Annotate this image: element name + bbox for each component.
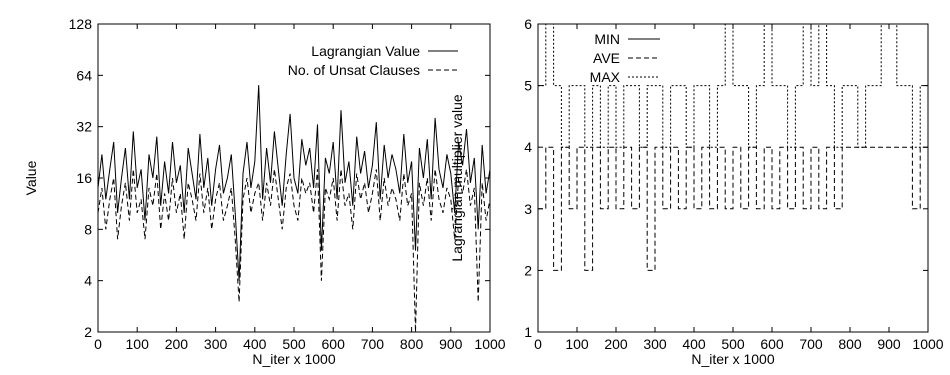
y-tick-label: 1 — [524, 324, 532, 340]
series-line-lagrangian-value — [97, 85, 491, 281]
x-tick-label: 500 — [721, 336, 745, 352]
x-tick-label: 100 — [126, 336, 150, 352]
series-line-max — [538, 23, 928, 148]
x-tick-label: 200 — [165, 336, 189, 352]
x-tick-label: 400 — [682, 336, 706, 352]
y-tick-label: 16 — [76, 170, 92, 186]
x-tick-label: 0 — [534, 336, 542, 352]
y-tick-label: 8 — [84, 221, 92, 237]
legend-label: No. of Unsat Clauses — [288, 62, 420, 78]
x-tick-label: 700 — [799, 336, 823, 352]
y-tick-label: 4 — [84, 273, 92, 289]
x-tick-label: 300 — [643, 336, 667, 352]
legend-label: MIN — [594, 31, 620, 47]
legend-label: MAX — [590, 69, 621, 85]
x-tick-label: 900 — [877, 336, 901, 352]
x-tick-label: 500 — [282, 336, 306, 352]
x-tick-label: 900 — [439, 336, 463, 352]
x-tick-label: 100 — [565, 336, 589, 352]
x-tick-label: 300 — [204, 336, 228, 352]
x-tick-label: 1000 — [474, 336, 505, 352]
series-line-no-of-unsat-clauses — [97, 169, 491, 333]
y-tick-label: 4 — [524, 139, 532, 155]
right-chart: 0 100 200 300 400 500 600 700 800 900 1000 1 2 3 4 5 6 N_… — [449, 16, 944, 367]
x-axis-label: N_iter x 1000 — [252, 351, 335, 367]
y-tick-label: 2 — [84, 324, 92, 340]
x-tick-label: 700 — [361, 336, 385, 352]
x-tick-label: 400 — [243, 336, 267, 352]
x-tick-label: 600 — [322, 336, 346, 352]
x-tick-label: 0 — [94, 336, 102, 352]
y-tick-label: 32 — [76, 119, 92, 135]
y-tick-label: 128 — [69, 16, 93, 32]
x-axis-label: N_iter x 1000 — [691, 351, 774, 367]
x-tick-label: 1000 — [912, 336, 943, 352]
y-axis-label: Value — [23, 160, 39, 195]
left-chart: 0 100 200 300 400 500 600 700 800 900 1000 2 4 8 16 32 6… — [23, 16, 506, 367]
legend-label: Lagrangian Value — [311, 43, 420, 59]
legend-label: AVE — [593, 50, 620, 66]
y-tick-label: 6 — [524, 16, 532, 32]
y-axis-label: Lagrangian multiplier value — [449, 94, 465, 262]
y-tick-label: 2 — [524, 262, 532, 278]
x-tick-label: 200 — [604, 336, 628, 352]
x-tick-label: 800 — [838, 336, 862, 352]
y-tick-label: 3 — [524, 201, 532, 217]
y-tick-label: 5 — [524, 78, 532, 94]
y-tick-label: 64 — [76, 67, 92, 83]
series-line-ave — [538, 146, 928, 271]
x-tick-label: 800 — [400, 336, 424, 352]
x-tick-label: 600 — [760, 336, 784, 352]
